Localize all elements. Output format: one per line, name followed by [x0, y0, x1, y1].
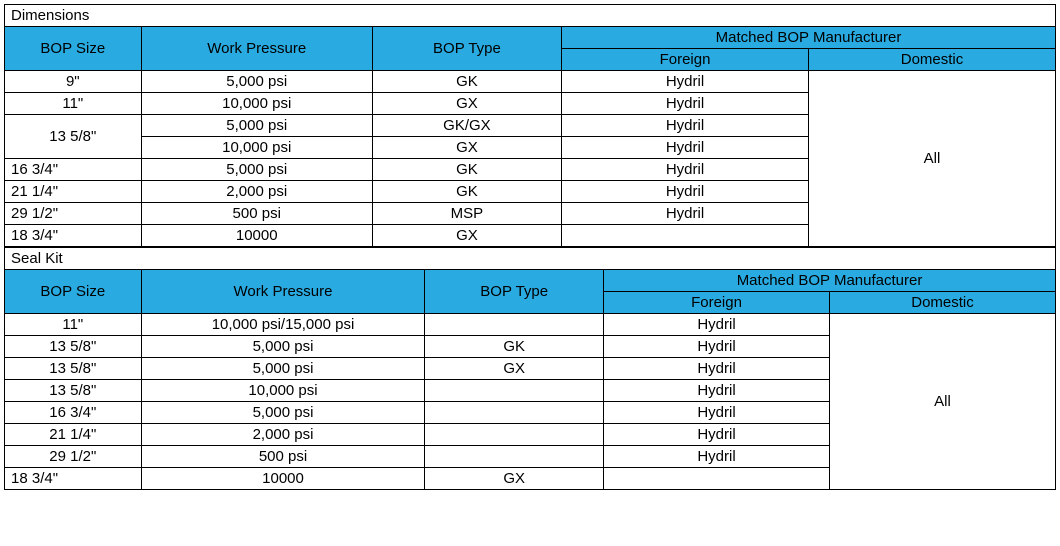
cell-type: GK [372, 159, 561, 181]
cell-size: 13 5/8" [5, 336, 142, 358]
table-row: 11"10,000 psi/15,000 psiHydrilAll [5, 314, 1056, 336]
cell-type [425, 380, 604, 402]
cell-foreign: Hydril [604, 402, 830, 424]
dimensions-header-domestic: Domestic [809, 49, 1056, 71]
dimensions-title-row: Dimensions [5, 5, 1056, 27]
cell-type: GX [425, 468, 604, 490]
cell-foreign: Hydril [562, 203, 809, 225]
cell-size: 13 5/8" [5, 358, 142, 380]
sealkit-table: Seal Kit BOP Size Work Pressure BOP Type… [4, 247, 1056, 490]
cell-size: 21 1/4" [5, 181, 142, 203]
sealkit-header-type: BOP Type [425, 270, 604, 314]
cell-size: 9" [5, 71, 142, 93]
cell-pressure: 5,000 psi [141, 358, 425, 380]
cell-pressure: 5,000 psi [141, 71, 372, 93]
cell-foreign: Hydril [562, 115, 809, 137]
cell-type [425, 314, 604, 336]
dimensions-header-foreign: Foreign [562, 49, 809, 71]
cell-pressure: 10,000 psi [141, 380, 425, 402]
cell-type: GX [372, 137, 561, 159]
cell-type: MSP [372, 203, 561, 225]
cell-pressure: 5,000 psi [141, 402, 425, 424]
cell-pressure: 10,000 psi [141, 137, 372, 159]
sealkit-title: Seal Kit [5, 248, 1056, 270]
dimensions-title: Dimensions [5, 5, 1056, 27]
cell-foreign: Hydril [562, 93, 809, 115]
cell-size: 16 3/4" [5, 159, 142, 181]
cell-pressure: 10,000 psi [141, 93, 372, 115]
cell-type: GK/GX [372, 115, 561, 137]
cell-type: GK [372, 71, 561, 93]
cell-foreign: Hydril [562, 71, 809, 93]
dimensions-header-size: BOP Size [5, 27, 142, 71]
cell-foreign: Hydril [562, 159, 809, 181]
dimensions-header-row-1: BOP Size Work Pressure BOP Type Matched … [5, 27, 1056, 49]
cell-type [425, 402, 604, 424]
cell-foreign: Hydril [604, 336, 830, 358]
dimensions-header-type: BOP Type [372, 27, 561, 71]
dimensions-header-matched: Matched BOP Manufacturer [562, 27, 1056, 49]
cell-foreign: Hydril [604, 358, 830, 380]
sealkit-title-row: Seal Kit [5, 248, 1056, 270]
cell-pressure: 5,000 psi [141, 159, 372, 181]
sealkit-header-pressure: Work Pressure [141, 270, 425, 314]
cell-size: 11" [5, 93, 142, 115]
cell-foreign [562, 225, 809, 247]
cell-size: 13 5/8" [5, 115, 142, 159]
cell-size: 11" [5, 314, 142, 336]
cell-pressure: 5,000 psi [141, 115, 372, 137]
cell-type: GK [372, 181, 561, 203]
sealkit-header-size: BOP Size [5, 270, 142, 314]
sealkit-header-foreign: Foreign [604, 292, 830, 314]
dimensions-body: 9"5,000 psiGKHydrilAll11"10,000 psiGXHyd… [5, 71, 1056, 247]
cell-foreign: Hydril [562, 181, 809, 203]
cell-size: 18 3/4" [5, 468, 142, 490]
sealkit-body: 11"10,000 psi/15,000 psi HydrilAll 13 5/8"… [5, 314, 1056, 490]
cell-size: 29 1/2" [5, 446, 142, 468]
cell-pressure: 10000 [141, 468, 425, 490]
sealkit-header-domestic: Domestic [830, 292, 1056, 314]
dimensions-header-pressure: Work Pressure [141, 27, 372, 71]
cell-foreign [604, 468, 830, 490]
table-row: 9"5,000 psiGKHydrilAll [5, 71, 1056, 93]
cell-size: 18 3/4" [5, 225, 142, 247]
cell-pressure: 10,000 psi/15,000 psi [141, 314, 425, 336]
cell-size: 21 1/4" [5, 424, 142, 446]
cell-foreign: Hydril [604, 446, 830, 468]
cell-foreign: Hydril [562, 137, 809, 159]
cell-type [425, 424, 604, 446]
sealkit-header-matched: Matched BOP Manufacturer [604, 270, 1056, 292]
cell-foreign: Hydril [604, 424, 830, 446]
cell-type: GX [372, 225, 561, 247]
cell-domestic: All [809, 71, 1056, 247]
cell-pressure: 500 psi [141, 446, 425, 468]
cell-domestic: All [830, 314, 1056, 490]
cell-type [425, 446, 604, 468]
cell-pressure: 2,000 psi [141, 181, 372, 203]
cell-type: GK [425, 336, 604, 358]
dimensions-table: Dimensions BOP Size Work Pressure BOP Ty… [4, 4, 1056, 247]
cell-pressure: 2,000 psi [141, 424, 425, 446]
cell-pressure: 5,000 psi [141, 336, 425, 358]
cell-size: 29 1/2" [5, 203, 142, 225]
cell-type: GX [372, 93, 561, 115]
cell-pressure: 10000 [141, 225, 372, 247]
cell-type: GX [425, 358, 604, 380]
cell-size: 13 5/8" [5, 380, 142, 402]
cell-size: 16 3/4" [5, 402, 142, 424]
cell-pressure: 500 psi [141, 203, 372, 225]
cell-foreign: Hydril [604, 314, 830, 336]
cell-foreign: Hydril [604, 380, 830, 402]
sealkit-header-row-1: BOP Size Work Pressure BOP Type Matched … [5, 270, 1056, 292]
